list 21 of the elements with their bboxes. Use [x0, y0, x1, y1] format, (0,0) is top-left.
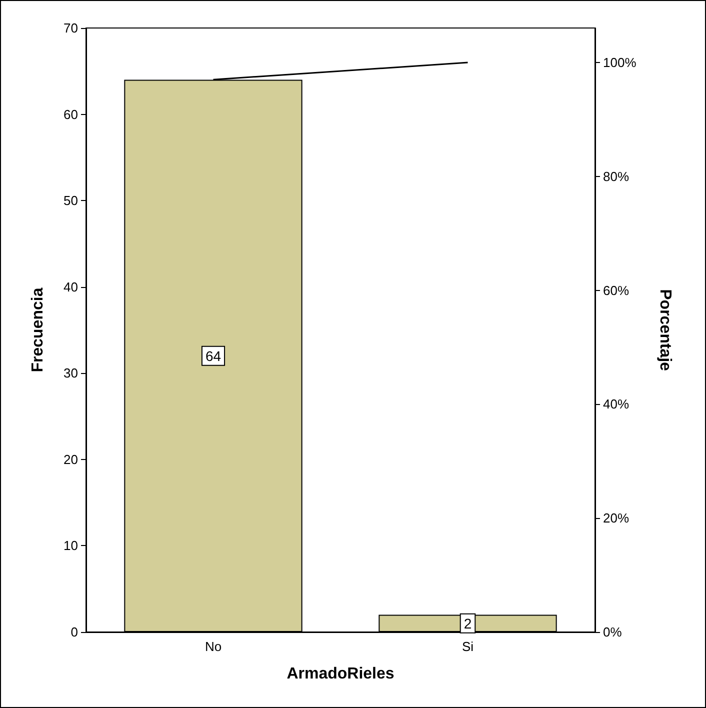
y2-tick-label: 80% — [603, 168, 630, 184]
data-label: 2 — [464, 615, 472, 632]
y-tick-label: 20 — [64, 452, 78, 467]
y-axis-title: Frecuencia — [30, 288, 46, 372]
y-tick-label: 40 — [64, 279, 78, 294]
x-tick-label: No — [204, 639, 222, 654]
data-label: 64 — [205, 348, 222, 364]
y-tick-label: 70 — [64, 20, 78, 36]
y2-tick-label: 60% — [603, 282, 630, 298]
y-tick-label: 10 — [64, 538, 78, 554]
y-tick-label: 50 — [64, 193, 78, 208]
x-axis-title: ArmadoRieles — [286, 666, 394, 682]
y-tick-label: 60 — [64, 106, 78, 122]
y-tick-label: 30 — [64, 366, 78, 381]
y2-tick-label: 20% — [603, 510, 630, 526]
y-tick-label: 0 — [70, 624, 78, 640]
y2-tick-label: 40% — [603, 396, 630, 412]
y2-axis-title: Porcentaje — [656, 289, 674, 372]
y2-tick-label: 100% — [603, 55, 637, 70]
x-tick-label: Si — [462, 639, 474, 654]
y2-tick-label: 0% — [603, 624, 622, 640]
